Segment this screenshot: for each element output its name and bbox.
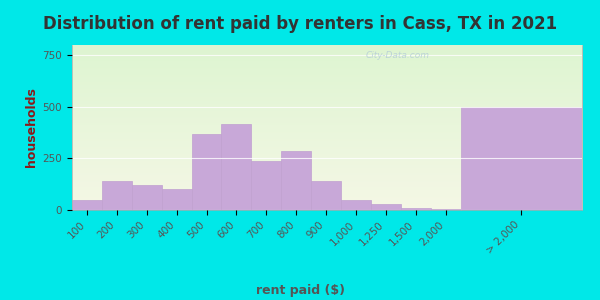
Bar [401, 208, 431, 210]
Y-axis label: households: households [25, 88, 38, 167]
Bar [191, 134, 221, 210]
Bar [221, 124, 251, 210]
Bar [461, 107, 582, 210]
Text: rent paid ($): rent paid ($) [256, 284, 344, 297]
Text: City-Data.com: City-Data.com [365, 51, 430, 60]
Bar [72, 200, 102, 210]
Bar [431, 209, 461, 210]
Bar [102, 181, 132, 210]
Bar [341, 200, 371, 210]
Text: Distribution of rent paid by renters in Cass, TX in 2021: Distribution of rent paid by renters in … [43, 15, 557, 33]
Bar [311, 181, 341, 210]
Bar [132, 185, 161, 210]
Bar [371, 204, 401, 210]
Bar [251, 160, 281, 210]
Bar [161, 189, 191, 210]
Bar [281, 151, 311, 210]
